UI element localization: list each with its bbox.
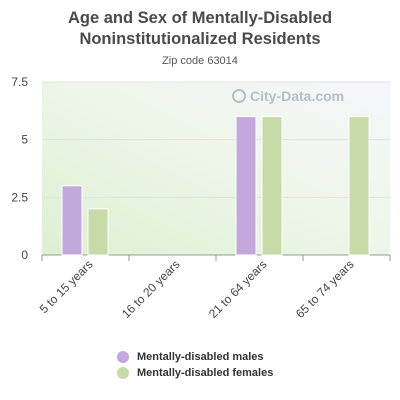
chart-title: Age and Sex of Mentally-Disabled Noninst… [0,8,400,50]
bar-females [348,116,370,256]
legend-swatch-females [117,367,129,379]
magnifier-icon [232,89,246,103]
bar-males [235,116,257,256]
x-tick-label: 21 to 64 years [206,257,270,321]
x-tick-label: 65 to 74 years [293,257,357,321]
bar-males [61,185,83,256]
legend-item-females: Mentally-disabled females [117,365,273,381]
x-tick-label: 16 to 20 years [119,257,183,321]
watermark: City-Data.com [232,88,344,104]
watermark-text: City-Data.com [250,88,345,104]
chart-title-line1: Age and Sex of Mentally-Disabled [67,9,333,27]
y-tick-label: 7.5 [11,75,28,89]
bar-females [87,208,109,256]
x-tick-label: 5 to 15 years [37,257,96,316]
legend-swatch-males [117,351,129,363]
legend-label-females: Mentally-disabled females [137,367,274,379]
y-tick-label: 5 [21,133,28,147]
legend-item-males: Mentally-disabled males [117,349,273,365]
chart-subtitle: Zip code 63014 [162,55,238,67]
legend: Mentally-disabled males Mentally-disable… [117,349,273,381]
chart-title-line2: Noninstitutionalized Residents [79,30,321,48]
y-tick-label: 0 [21,248,28,262]
legend-label-males: Mentally-disabled males [137,351,264,363]
bars [61,116,370,256]
y-tick-label: 2.5 [11,190,28,204]
y-axis-ticks: 0 2.5 5 7.5 [11,75,28,262]
x-axis-ticks: 5 to 15 years 16 to 20 years 21 to 64 year… [37,257,357,321]
bar-females [261,116,283,256]
